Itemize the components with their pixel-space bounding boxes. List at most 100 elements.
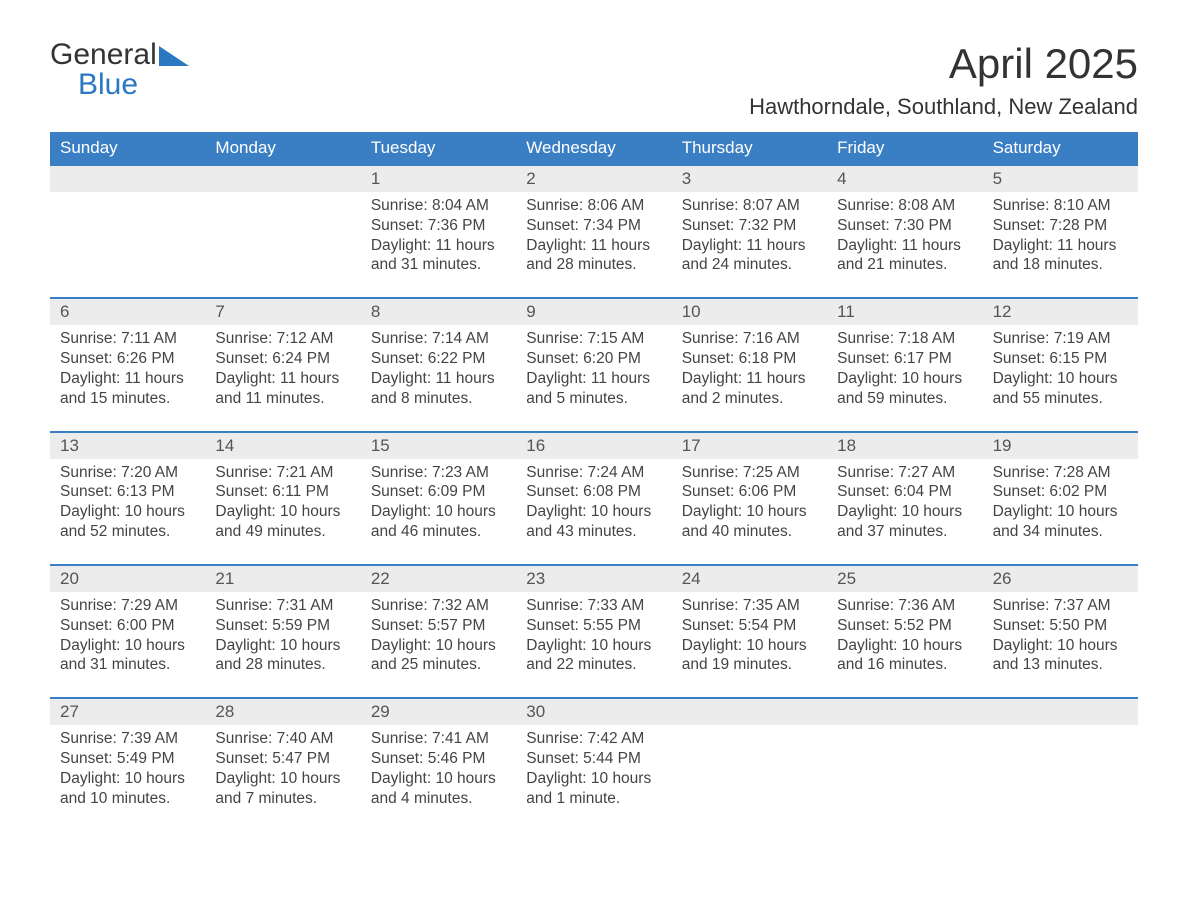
dow-label: Sunday xyxy=(50,132,205,164)
sunset-line: Sunset: 6:00 PM xyxy=(60,616,195,636)
sunrise-line: Sunrise: 7:11 AM xyxy=(60,329,195,349)
sunrise-line: Sunrise: 7:27 AM xyxy=(837,463,972,483)
daylight-line: Daylight: 10 hours and 34 minutes. xyxy=(993,502,1128,542)
daylight-line: Daylight: 11 hours and 2 minutes. xyxy=(682,369,817,409)
sunset-line: Sunset: 6:18 PM xyxy=(682,349,817,369)
day-details: Sunrise: 7:15 AMSunset: 6:20 PMDaylight:… xyxy=(516,325,671,430)
day-number: 3 xyxy=(672,166,827,192)
sunset-line: Sunset: 5:57 PM xyxy=(371,616,506,636)
daylight-line: Daylight: 11 hours and 5 minutes. xyxy=(526,369,661,409)
sunrise-line: Sunrise: 7:19 AM xyxy=(993,329,1128,349)
sunset-line: Sunset: 5:47 PM xyxy=(215,749,350,769)
day-number: 22 xyxy=(361,566,516,592)
day-number: 13 xyxy=(50,433,205,459)
sunrise-line: Sunrise: 7:32 AM xyxy=(371,596,506,616)
day-cell: 16Sunrise: 7:24 AMSunset: 6:08 PMDayligh… xyxy=(516,433,671,564)
daylight-line: Daylight: 10 hours and 59 minutes. xyxy=(837,369,972,409)
daylight-line: Daylight: 10 hours and 52 minutes. xyxy=(60,502,195,542)
day-cell: 15Sunrise: 7:23 AMSunset: 6:09 PMDayligh… xyxy=(361,433,516,564)
sunrise-line: Sunrise: 7:12 AM xyxy=(215,329,350,349)
daylight-line: Daylight: 10 hours and 19 minutes. xyxy=(682,636,817,676)
day-number: 24 xyxy=(672,566,827,592)
sunset-line: Sunset: 6:04 PM xyxy=(837,482,972,502)
day-number: 9 xyxy=(516,299,671,325)
day-details: Sunrise: 7:42 AMSunset: 5:44 PMDaylight:… xyxy=(516,725,671,830)
day-cell: 26Sunrise: 7:37 AMSunset: 5:50 PMDayligh… xyxy=(983,566,1138,697)
sunrise-line: Sunrise: 7:35 AM xyxy=(682,596,817,616)
month-title: April 2025 xyxy=(749,40,1138,88)
day-cell: 4Sunrise: 8:08 AMSunset: 7:30 PMDaylight… xyxy=(827,166,982,297)
day-cell xyxy=(672,699,827,830)
day-number: 27 xyxy=(50,699,205,725)
sunset-line: Sunset: 6:09 PM xyxy=(371,482,506,502)
logo-text-blue: Blue xyxy=(78,70,189,100)
dow-label: Saturday xyxy=(983,132,1138,164)
day-details: Sunrise: 8:04 AMSunset: 7:36 PMDaylight:… xyxy=(361,192,516,297)
sunrise-line: Sunrise: 8:06 AM xyxy=(526,196,661,216)
day-number: 29 xyxy=(361,699,516,725)
sunrise-line: Sunrise: 7:23 AM xyxy=(371,463,506,483)
day-details: Sunrise: 7:11 AMSunset: 6:26 PMDaylight:… xyxy=(50,325,205,430)
sunset-line: Sunset: 5:46 PM xyxy=(371,749,506,769)
day-cell: 5Sunrise: 8:10 AMSunset: 7:28 PMDaylight… xyxy=(983,166,1138,297)
day-details: Sunrise: 7:24 AMSunset: 6:08 PMDaylight:… xyxy=(516,459,671,564)
day-cell: 19Sunrise: 7:28 AMSunset: 6:02 PMDayligh… xyxy=(983,433,1138,564)
location-subtitle: Hawthorndale, Southland, New Zealand xyxy=(749,94,1138,120)
day-of-week-header: SundayMondayTuesdayWednesdayThursdayFrid… xyxy=(50,132,1138,164)
day-cell xyxy=(827,699,982,830)
day-number xyxy=(672,699,827,725)
daylight-line: Daylight: 10 hours and 55 minutes. xyxy=(993,369,1128,409)
daylight-line: Daylight: 10 hours and 46 minutes. xyxy=(371,502,506,542)
day-details: Sunrise: 7:33 AMSunset: 5:55 PMDaylight:… xyxy=(516,592,671,697)
day-details: Sunrise: 8:06 AMSunset: 7:34 PMDaylight:… xyxy=(516,192,671,297)
sunset-line: Sunset: 7:34 PM xyxy=(526,216,661,236)
logo-text-general: General xyxy=(50,40,157,70)
day-details: Sunrise: 7:41 AMSunset: 5:46 PMDaylight:… xyxy=(361,725,516,830)
day-number: 6 xyxy=(50,299,205,325)
day-details: Sunrise: 7:23 AMSunset: 6:09 PMDaylight:… xyxy=(361,459,516,564)
day-cell: 1Sunrise: 8:04 AMSunset: 7:36 PMDaylight… xyxy=(361,166,516,297)
day-details: Sunrise: 8:07 AMSunset: 7:32 PMDaylight:… xyxy=(672,192,827,297)
day-number: 26 xyxy=(983,566,1138,592)
day-cell xyxy=(50,166,205,297)
calendar: SundayMondayTuesdayWednesdayThursdayFrid… xyxy=(50,132,1138,831)
sunrise-line: Sunrise: 7:21 AM xyxy=(215,463,350,483)
day-details: Sunrise: 7:20 AMSunset: 6:13 PMDaylight:… xyxy=(50,459,205,564)
day-details: Sunrise: 7:25 AMSunset: 6:06 PMDaylight:… xyxy=(672,459,827,564)
weeks-container: 1Sunrise: 8:04 AMSunset: 7:36 PMDaylight… xyxy=(50,164,1138,831)
sunset-line: Sunset: 5:59 PM xyxy=(215,616,350,636)
sunset-line: Sunset: 6:26 PM xyxy=(60,349,195,369)
day-details: Sunrise: 7:19 AMSunset: 6:15 PMDaylight:… xyxy=(983,325,1138,430)
day-cell: 30Sunrise: 7:42 AMSunset: 5:44 PMDayligh… xyxy=(516,699,671,830)
daylight-line: Daylight: 10 hours and 13 minutes. xyxy=(993,636,1128,676)
daylight-line: Daylight: 11 hours and 18 minutes. xyxy=(993,236,1128,276)
day-number xyxy=(827,699,982,725)
sunset-line: Sunset: 6:20 PM xyxy=(526,349,661,369)
day-number: 21 xyxy=(205,566,360,592)
day-cell: 17Sunrise: 7:25 AMSunset: 6:06 PMDayligh… xyxy=(672,433,827,564)
day-details: Sunrise: 8:10 AMSunset: 7:28 PMDaylight:… xyxy=(983,192,1138,297)
daylight-line: Daylight: 10 hours and 25 minutes. xyxy=(371,636,506,676)
week-row: 20Sunrise: 7:29 AMSunset: 6:00 PMDayligh… xyxy=(50,564,1138,697)
daylight-line: Daylight: 10 hours and 1 minute. xyxy=(526,769,661,809)
day-details: Sunrise: 7:21 AMSunset: 6:11 PMDaylight:… xyxy=(205,459,360,564)
day-cell: 11Sunrise: 7:18 AMSunset: 6:17 PMDayligh… xyxy=(827,299,982,430)
sunrise-line: Sunrise: 7:28 AM xyxy=(993,463,1128,483)
sunrise-line: Sunrise: 7:41 AM xyxy=(371,729,506,749)
day-number: 7 xyxy=(205,299,360,325)
day-number: 4 xyxy=(827,166,982,192)
daylight-line: Daylight: 10 hours and 7 minutes. xyxy=(215,769,350,809)
sunset-line: Sunset: 5:44 PM xyxy=(526,749,661,769)
day-number: 16 xyxy=(516,433,671,459)
daylight-line: Daylight: 10 hours and 43 minutes. xyxy=(526,502,661,542)
daylight-line: Daylight: 11 hours and 8 minutes. xyxy=(371,369,506,409)
dow-label: Tuesday xyxy=(361,132,516,164)
day-details: Sunrise: 7:28 AMSunset: 6:02 PMDaylight:… xyxy=(983,459,1138,564)
title-block: April 2025 Hawthorndale, Southland, New … xyxy=(749,40,1138,120)
day-cell: 21Sunrise: 7:31 AMSunset: 5:59 PMDayligh… xyxy=(205,566,360,697)
daylight-line: Daylight: 11 hours and 11 minutes. xyxy=(215,369,350,409)
day-cell: 2Sunrise: 8:06 AMSunset: 7:34 PMDaylight… xyxy=(516,166,671,297)
day-details xyxy=(983,725,1138,825)
day-number: 30 xyxy=(516,699,671,725)
dow-label: Thursday xyxy=(672,132,827,164)
